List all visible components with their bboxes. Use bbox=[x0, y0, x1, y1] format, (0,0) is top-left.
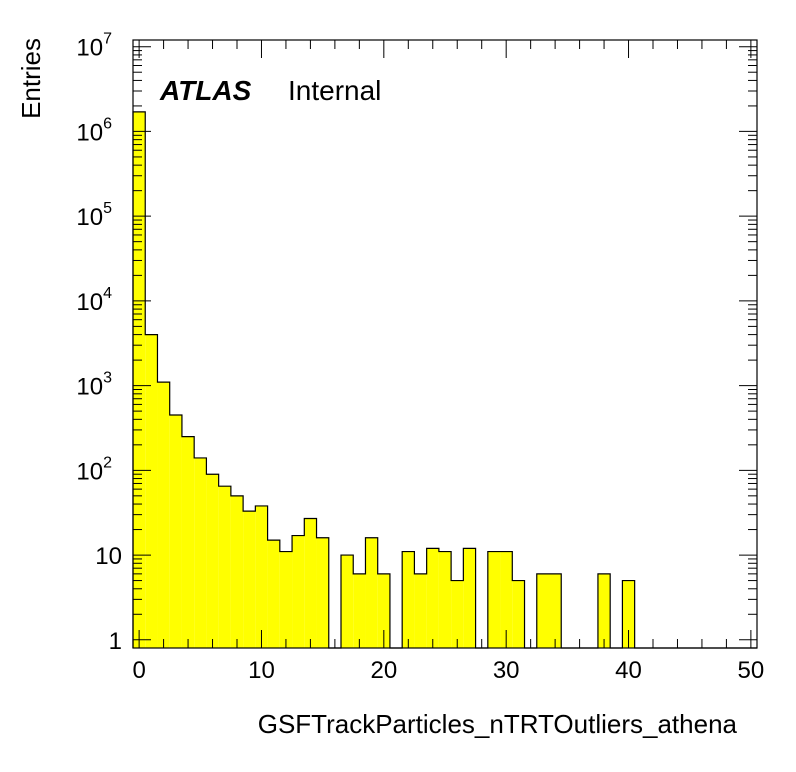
histogram-bar bbox=[206, 474, 219, 648]
y-tick-label: 107 bbox=[76, 31, 112, 62]
histogram-bar bbox=[316, 537, 329, 648]
y-tick-label: 1 bbox=[109, 628, 122, 655]
histogram-bars bbox=[132, 111, 757, 649]
histogram-bar bbox=[292, 535, 305, 648]
x-tick-label: 10 bbox=[248, 657, 275, 684]
y-tick-label: 10 bbox=[95, 543, 122, 570]
histogram-bar bbox=[243, 511, 256, 648]
histogram-bar bbox=[169, 414, 182, 648]
x-tick-label: 30 bbox=[493, 657, 520, 684]
histogram-bar bbox=[402, 551, 415, 648]
histogram-outline bbox=[132, 111, 757, 649]
y-tick-label: 105 bbox=[76, 200, 112, 231]
histogram-bar bbox=[597, 573, 611, 648]
histogram-bar bbox=[267, 540, 280, 648]
histogram-bar bbox=[279, 551, 293, 648]
y-tick-label: 104 bbox=[76, 285, 112, 316]
histogram-bar bbox=[365, 537, 378, 648]
histogram-bar bbox=[512, 580, 525, 648]
histogram-bar bbox=[463, 548, 476, 648]
histogram-bar bbox=[377, 573, 390, 648]
histogram-bar bbox=[218, 486, 231, 648]
histogram-bar bbox=[500, 551, 513, 648]
histogram-bar bbox=[157, 382, 170, 648]
histogram-bar bbox=[181, 436, 195, 648]
histogram-bar bbox=[414, 573, 427, 648]
axis-ticks bbox=[133, 40, 757, 648]
histogram-bar bbox=[549, 573, 562, 648]
y-tick-label: 106 bbox=[76, 115, 112, 146]
histogram-bar bbox=[536, 573, 549, 648]
histogram-bar bbox=[255, 505, 268, 648]
histogram-bar bbox=[438, 551, 452, 648]
internal-label: Internal bbox=[288, 75, 381, 106]
y-tick-label: 102 bbox=[76, 454, 112, 485]
histogram-bar bbox=[304, 518, 317, 648]
histogram-bar bbox=[622, 580, 635, 648]
x-axis-title: GSFTrackParticles_nTRTOutliers_athena bbox=[258, 709, 738, 739]
x-tick-label: 50 bbox=[738, 657, 765, 684]
histogram-bar bbox=[353, 573, 366, 648]
histogram-bar bbox=[194, 457, 207, 648]
histogram-bar bbox=[133, 111, 146, 648]
atlas-label: ATLAS bbox=[159, 75, 252, 106]
x-tick-label: 40 bbox=[615, 657, 642, 684]
histogram-bar bbox=[426, 548, 439, 648]
plot-frame bbox=[132, 39, 758, 649]
x-tick-label: 20 bbox=[370, 657, 397, 684]
histogram-bar bbox=[145, 334, 158, 648]
histogram-bar bbox=[487, 551, 501, 648]
y-axis-title: Entries bbox=[16, 38, 46, 119]
y-tick-label: 103 bbox=[76, 370, 112, 401]
x-tick-label: 0 bbox=[132, 657, 145, 684]
histogram-bar bbox=[341, 555, 354, 648]
histogram-bar bbox=[230, 495, 244, 648]
histogram-bar bbox=[451, 580, 464, 648]
